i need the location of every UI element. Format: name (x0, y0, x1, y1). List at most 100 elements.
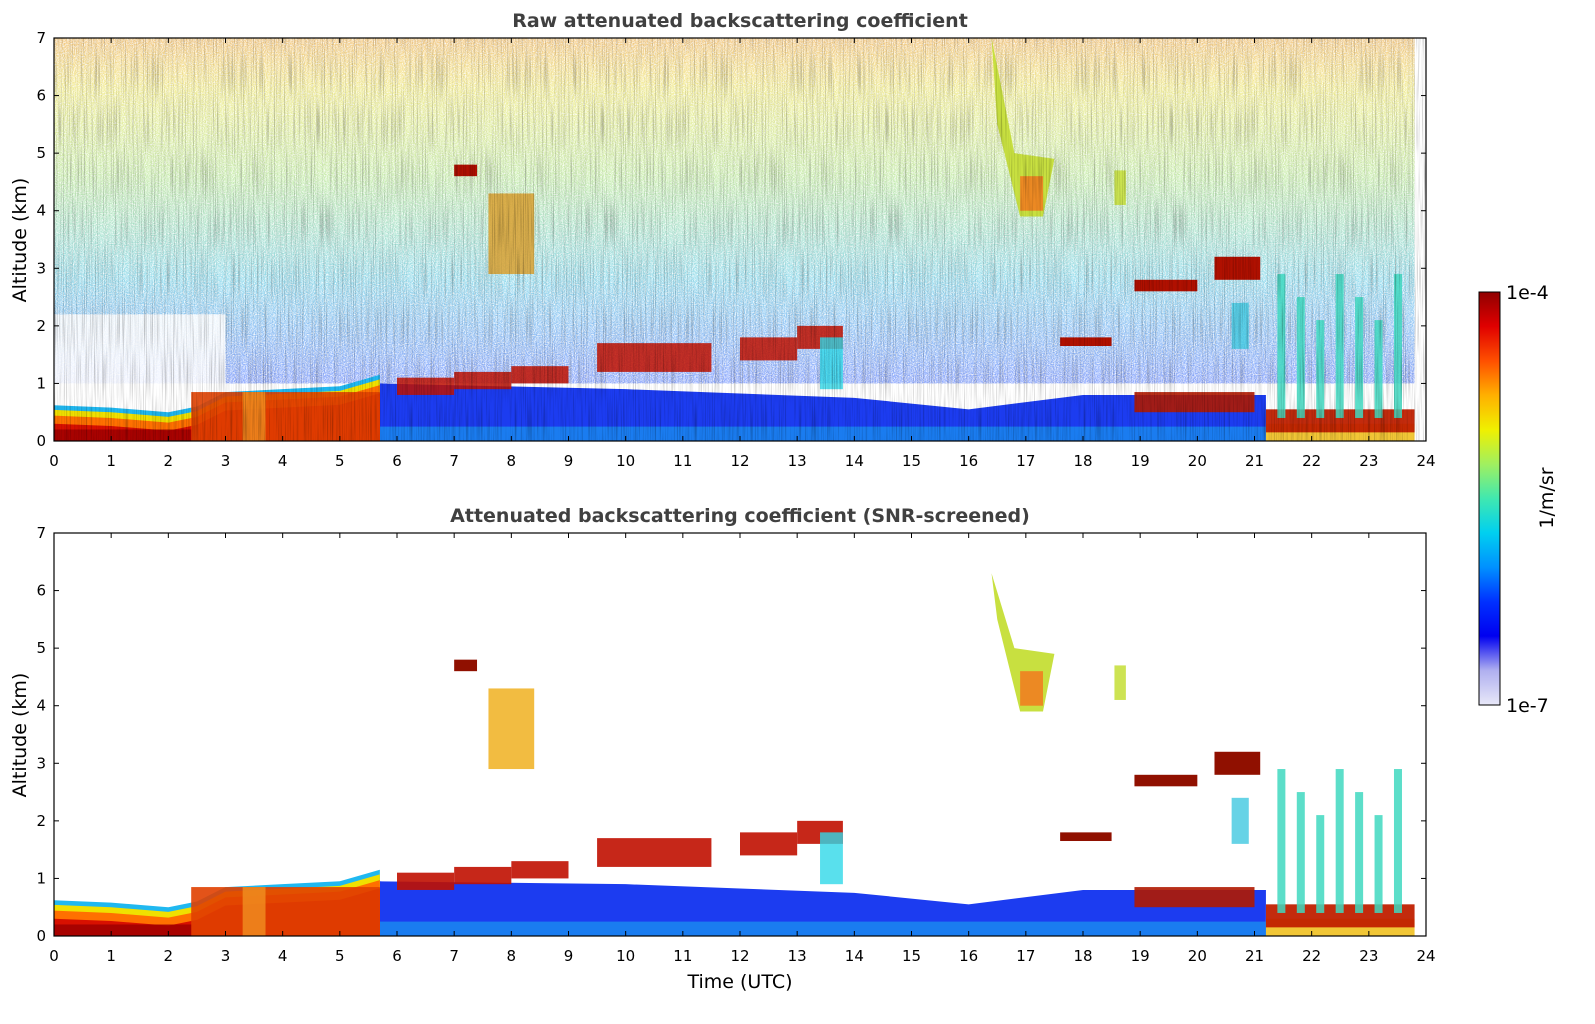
y-tick-label: 3 (36, 259, 46, 277)
x-tick-label: 18 (1073, 452, 1092, 470)
x-tick-label: 18 (1073, 947, 1092, 965)
panel-bottom-frame (53, 532, 1427, 937)
x-tick-label: 15 (902, 947, 921, 965)
panel-top-ticks: 0 1 2 3 4 5 6 7 8 9 10 11 12 13 14 15 16 17 18 19 20 21 22 23 24… (36, 29, 1435, 470)
low-cloud-3 (597, 838, 712, 867)
aerosol-surface (54, 924, 192, 936)
x-tick-label: 19 (1131, 452, 1150, 470)
x-tick-label: 11 (673, 452, 692, 470)
low-cloud-2 (511, 861, 569, 879)
x-tick-label: 3 (221, 947, 231, 965)
elevated-cloud-3 (1060, 832, 1112, 842)
y-tick-label: 2 (36, 317, 46, 335)
x-tick-label: 22 (1302, 947, 1321, 965)
x-tick-label: 4 (278, 947, 288, 965)
low-cloud-layer (1134, 887, 1255, 908)
x-tick-label: 6 (392, 947, 402, 965)
convective-plume-2 (1316, 815, 1325, 913)
x-tick-label: 2 (164, 947, 174, 965)
x-tick-label: 15 (902, 452, 921, 470)
x-tick-label: 20 (1188, 452, 1207, 470)
y-tick-label: 4 (36, 202, 46, 220)
low-cloud-0 (397, 872, 455, 890)
x-tick-label: 1 (106, 947, 116, 965)
colorbar-max-label: 1e-4 (1506, 282, 1549, 304)
x-tick-label: 23 (1359, 452, 1378, 470)
column-streaks (54, 38, 1426, 441)
y-tick-label: 5 (36, 639, 46, 657)
x-tick-label: 17 (1016, 947, 1035, 965)
y-tick-label: 1 (36, 869, 46, 887)
x-tick-label: 10 (616, 947, 635, 965)
aerosol-plume (242, 887, 266, 936)
panel-bottom-plot (54, 573, 1415, 936)
x-tick-label: 0 (49, 947, 59, 965)
virga-core (1020, 671, 1043, 706)
x-tick-label: 3 (221, 452, 231, 470)
convective-plume-1 (1296, 792, 1305, 913)
thin-cloud-20h (1231, 797, 1249, 844)
panel-bottom-title: Attenuated backscattering coefficient (S… (450, 505, 1030, 527)
panel-top-title: Raw attenuated backscattering coefficien… (512, 10, 968, 32)
aerosol-core (191, 887, 380, 936)
low-cloud-4 (740, 832, 798, 856)
x-tick-label: 16 (959, 947, 978, 965)
panel-bottom-ylabel: Altitude (km) (9, 673, 31, 798)
x-tick-label: 11 (673, 947, 692, 965)
x-tick-label: 12 (730, 947, 749, 965)
x-tick-label: 7 (449, 947, 459, 965)
x-tick-label: 8 (507, 947, 517, 965)
y-tick-label: 5 (36, 144, 46, 162)
x-tick-label: 6 (392, 452, 402, 470)
x-tick-label: 14 (845, 947, 864, 965)
y-tick-label: 7 (36, 29, 46, 47)
convective-plume-3 (1335, 769, 1344, 913)
x-tick-label: 16 (959, 452, 978, 470)
x-tick-label: 21 (1245, 947, 1264, 965)
near-surface-layer (379, 921, 1266, 936)
x-tick-label: 5 (335, 452, 345, 470)
x-tick-label: 2 (164, 452, 174, 470)
convective-plume-4 (1355, 792, 1364, 913)
x-tick-label: 7 (449, 452, 459, 470)
y-tick-label: 3 (36, 754, 46, 772)
panel-top-plot (54, 38, 1426, 441)
y-tick-label: 7 (36, 524, 46, 542)
cloud-edge-cyan (820, 832, 843, 885)
x-tick-label: 12 (730, 452, 749, 470)
elevated-cloud-4 (1134, 774, 1198, 787)
x-tick-label: 4 (278, 452, 288, 470)
x-tick-label: 8 (507, 452, 517, 470)
x-tick-label: 24 (1416, 452, 1435, 470)
x-tick-label: 19 (1131, 947, 1150, 965)
x-tick-label: 10 (616, 452, 635, 470)
x-tick-label: 23 (1359, 947, 1378, 965)
x-tick-label: 5 (335, 947, 345, 965)
virga-small (1114, 665, 1126, 700)
y-tick-label: 1 (36, 374, 46, 392)
y-tick-label: 0 (36, 432, 46, 450)
y-tick-label: 2 (36, 812, 46, 830)
x-tick-label: 24 (1416, 947, 1435, 965)
y-tick-label: 0 (36, 927, 46, 945)
convective-plume-0 (1277, 769, 1286, 913)
x-tick-label: 20 (1188, 947, 1207, 965)
colorbar-unit-label: 1/m/sr (1536, 467, 1558, 528)
y-tick-label: 6 (36, 582, 46, 600)
y-tick-label: 4 (36, 697, 46, 715)
colorbar-scale (1478, 291, 1501, 706)
colorbar: 1e-4 1e-7 1/m/sr (1478, 282, 1558, 717)
x-tick-label: 0 (49, 452, 59, 470)
convective-plume-5 (1374, 815, 1383, 913)
elevated-cloud-2 (454, 659, 478, 672)
x-tick-label: 22 (1302, 452, 1321, 470)
x-tick-label: 9 (564, 452, 574, 470)
x-tick-label: 9 (564, 947, 574, 965)
colorbar-min-label: 1e-7 (1506, 695, 1549, 717)
aerosol-plume-8h (488, 688, 535, 770)
low-cloud-1 (454, 866, 512, 885)
x-tick-label: 17 (1016, 452, 1035, 470)
convective-plume-6 (1393, 769, 1402, 913)
elevated-cloud-5 (1214, 751, 1261, 775)
